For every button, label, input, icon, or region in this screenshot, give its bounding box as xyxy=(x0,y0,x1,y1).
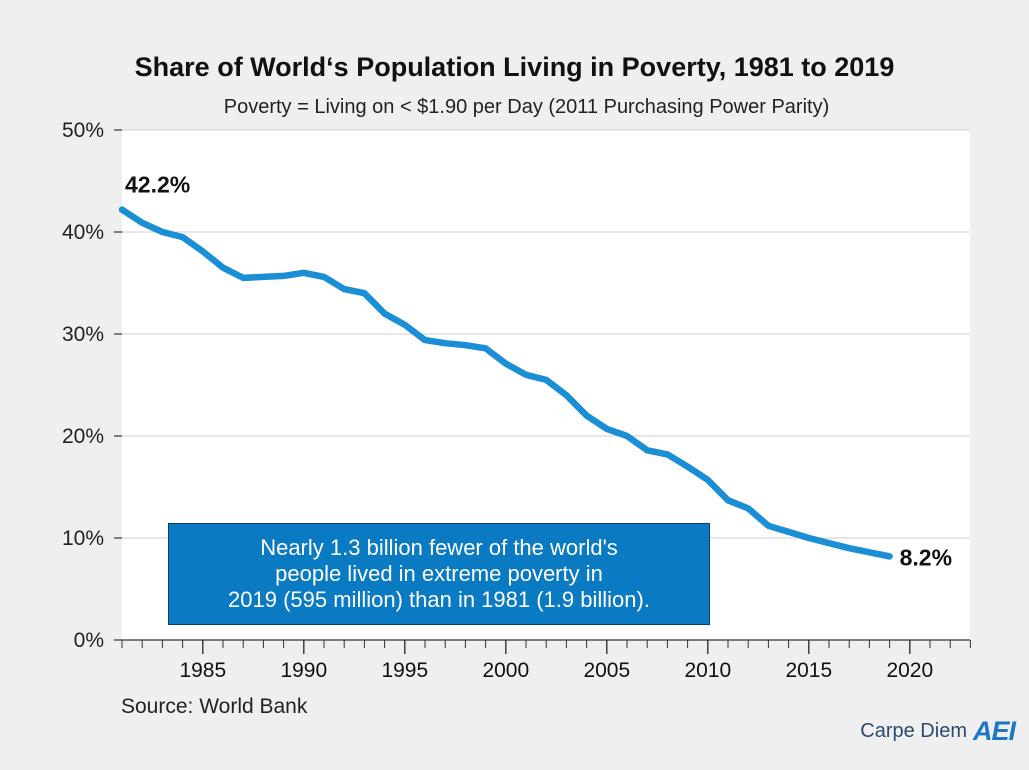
brand-name: Carpe Diem xyxy=(860,720,967,742)
axes xyxy=(114,129,971,654)
y-axis-ticks: 0% 10% 20% 30% 40% 50% xyxy=(62,119,104,652)
source-note: Source: World Bank xyxy=(121,695,308,718)
x-tick-label: 2020 xyxy=(886,659,933,682)
series-layer xyxy=(118,206,893,560)
y-tick-label: 0% xyxy=(74,629,104,652)
aei-logo: AEI xyxy=(972,716,1016,746)
y-tick-label: 50% xyxy=(62,119,104,142)
chart-title: Share of World‘s Population Living in Po… xyxy=(134,52,895,82)
x-tick-label: 2015 xyxy=(785,659,832,682)
annotation-line-2: people lived in extreme poverty in xyxy=(275,561,603,586)
y-tick-label: 10% xyxy=(62,527,104,550)
annotation-line-3: 2019 (595 million) than in 1981 (1.9 bil… xyxy=(228,587,650,612)
y-tick-label: 20% xyxy=(62,425,104,448)
data-label: 42.2% xyxy=(125,172,190,198)
x-tick-label: 2010 xyxy=(684,659,731,682)
x-tick-label: 2005 xyxy=(583,659,630,682)
data-labels: 42.2% 8.2% xyxy=(125,172,952,571)
x-tick-label: 1995 xyxy=(381,659,428,682)
y-tick-label: 30% xyxy=(62,323,104,346)
x-tick-label: 2000 xyxy=(482,659,529,682)
x-tick-label: 1990 xyxy=(280,659,327,682)
poverty-share-line xyxy=(118,206,893,560)
annotation-box: Nearly 1.3 billion fewer of the world's … xyxy=(168,523,710,625)
chart-subtitle: Poverty = Living on < $1.90 per Day (201… xyxy=(223,96,830,118)
x-axis-ticks: 1985 1990 1995 2000 2005 2010 2015 2020 xyxy=(179,659,933,682)
x-tick-label: 1985 xyxy=(179,659,226,682)
brand: Carpe Diem AEI xyxy=(860,716,1016,747)
grid-lines xyxy=(122,129,970,539)
annotation-line-1: Nearly 1.3 billion fewer of the world's xyxy=(260,535,618,560)
data-label: 8.2% xyxy=(900,544,952,570)
y-tick-label: 40% xyxy=(62,221,104,244)
